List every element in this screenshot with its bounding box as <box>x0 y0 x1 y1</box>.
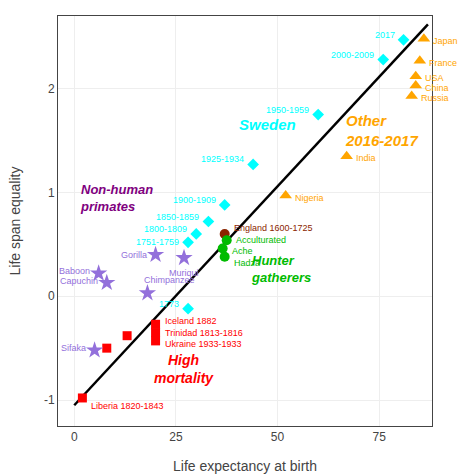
svg-text:Hadza: Hadza <box>234 258 260 268</box>
svg-text:France: France <box>429 58 457 68</box>
svg-text:Ukraine 1933-1933: Ukraine 1933-1933 <box>165 339 242 349</box>
svg-text:England 1600-1725: England 1600-1725 <box>234 223 313 233</box>
svg-text:1925-1934: 1925-1934 <box>201 154 244 164</box>
svg-text:0: 0 <box>71 430 78 444</box>
svg-text:Russia: Russia <box>421 93 449 103</box>
svg-text:Iceland 1882: Iceland 1882 <box>165 316 217 326</box>
svg-text:Life expectancy at birth: Life expectancy at birth <box>173 458 317 474</box>
svg-text:Highmortality: Highmortality <box>154 352 214 386</box>
svg-text:Nigeria: Nigeria <box>295 193 324 203</box>
svg-text:Muriqui: Muriqui <box>169 268 199 278</box>
svg-text:1: 1 <box>48 186 55 200</box>
svg-text:2000-2009: 2000-2009 <box>331 50 374 60</box>
svg-text:Trinidad 1813-1816: Trinidad 1813-1816 <box>165 328 243 338</box>
svg-text:India: India <box>356 153 376 163</box>
svg-text:Acculturated: Acculturated <box>236 235 286 245</box>
svg-text:Life span equality: Life span equality <box>7 167 23 276</box>
svg-text:1773: 1773 <box>159 299 179 309</box>
svg-text:Sifaka: Sifaka <box>61 343 86 353</box>
svg-text:1751-1759: 1751-1759 <box>136 237 179 247</box>
svg-text:Liberia 1820-1843: Liberia 1820-1843 <box>91 401 164 411</box>
svg-text:2: 2 <box>48 82 55 96</box>
svg-text:Gorilla: Gorilla <box>121 250 147 260</box>
svg-text:Huntergatherers: Huntergatherers <box>251 253 311 285</box>
svg-text:Non-humanprimates: Non-humanprimates <box>80 182 153 214</box>
svg-text:Chimpanzee: Chimpanzee <box>144 275 195 285</box>
svg-text:Ache: Ache <box>232 246 253 256</box>
svg-text:1800-1809: 1800-1809 <box>144 224 187 234</box>
svg-text:USA: USA <box>425 73 444 83</box>
svg-text:1850-1859: 1850-1859 <box>156 212 199 222</box>
svg-text:Capuchin: Capuchin <box>60 276 98 286</box>
svg-text:25: 25 <box>169 430 183 444</box>
svg-text:50: 50 <box>271 430 285 444</box>
svg-text:0: 0 <box>48 289 55 303</box>
svg-text:Other2016-2017: Other2016-2017 <box>345 112 418 149</box>
svg-text:1950-1959: 1950-1959 <box>266 105 309 115</box>
svg-text:Japan: Japan <box>433 36 458 46</box>
svg-text:China: China <box>425 83 449 93</box>
svg-text:-1: -1 <box>44 393 55 407</box>
svg-text:75: 75 <box>372 430 386 444</box>
svg-text:Baboon: Baboon <box>59 266 90 276</box>
svg-text:1900-1909: 1900-1909 <box>173 195 216 205</box>
svg-text:2017: 2017 <box>375 30 395 40</box>
svg-text:Sweden: Sweden <box>239 116 296 133</box>
